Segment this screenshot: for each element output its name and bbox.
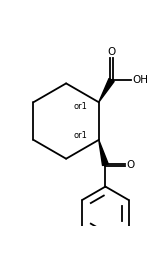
Text: OH: OH xyxy=(132,75,148,85)
Polygon shape xyxy=(99,78,114,102)
Text: or1: or1 xyxy=(74,131,88,140)
Polygon shape xyxy=(99,140,108,166)
Text: O: O xyxy=(126,160,135,170)
Text: O: O xyxy=(108,46,116,56)
Text: or1: or1 xyxy=(74,102,88,112)
